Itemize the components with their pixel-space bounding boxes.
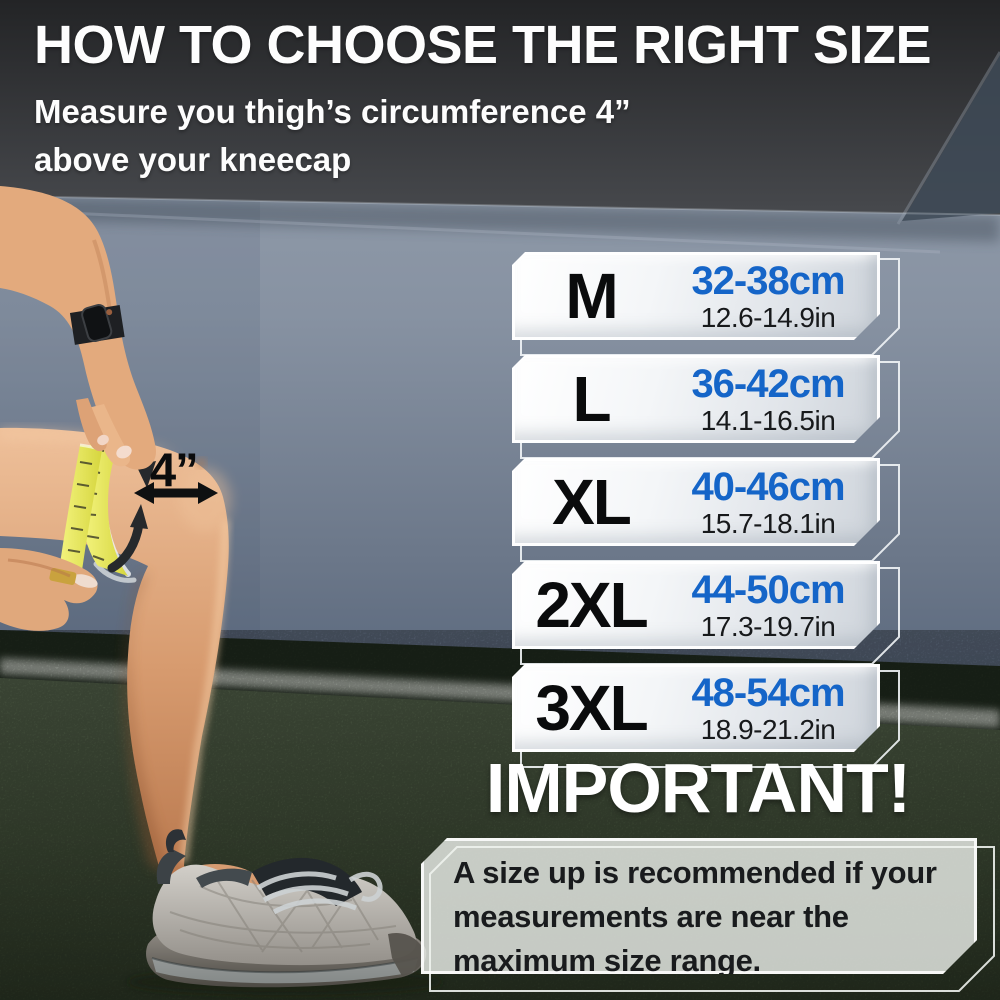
- model-hand-lower: [0, 548, 98, 631]
- size-range-cm: 40-46cm: [691, 464, 845, 509]
- size-row-m: M 32-38cm 12.6-14.9in: [512, 252, 900, 356]
- note-line-2: measurements are near the: [453, 899, 849, 934]
- size-range-in: 14.1-16.5in: [700, 404, 836, 436]
- subtitle-line-1: Measure you thigh’s circumference 4”: [34, 93, 631, 130]
- heel-tab: [156, 850, 186, 884]
- smartwatch: [69, 304, 125, 345]
- size-range-in: 15.7-18.1in: [700, 507, 836, 539]
- size-label: 2XL: [535, 569, 647, 641]
- fingernail: [72, 574, 98, 588]
- size-row-3xl: 3XL 48-54cm 18.9-21.2in: [512, 664, 900, 768]
- size-row-panel: XL 40-46cm 15.7-18.1in: [512, 458, 880, 546]
- fingernail: [116, 445, 132, 459]
- size-row-panel: 3XL 48-54cm 18.9-21.2in: [512, 664, 880, 752]
- header: HOW TO CHOOSE THE RIGHT SIZE Measure you…: [34, 14, 932, 184]
- size-range-in: 18.9-21.2in: [700, 713, 836, 745]
- tape-clasp: [49, 567, 77, 585]
- distance-arrow: [134, 482, 218, 504]
- sneaker: [127, 829, 443, 995]
- size-range-in: 17.3-19.7in: [700, 610, 836, 642]
- size-label: XL: [552, 466, 630, 538]
- size-row-2xl: 2XL 44-50cm 17.3-19.7in: [512, 561, 900, 665]
- size-label: L: [572, 363, 610, 435]
- size-row-panel: 2XL 44-50cm 17.3-19.7in: [512, 561, 880, 649]
- size-range-in: 12.6-14.9in: [700, 301, 836, 333]
- size-label: 3XL: [535, 672, 647, 744]
- header-banner: [0, 0, 1000, 254]
- header-subtitle: Measure you thigh’s circumference 4” abo…: [34, 88, 931, 184]
- size-range-cm: 36-42cm: [691, 361, 845, 406]
- size-chart: M 32-38cm 12.6-14.9in L 36-42cm 14.1-16.…: [512, 252, 902, 768]
- toe-cap: [388, 932, 425, 976]
- note-line-1: A size up is recommended if your: [453, 855, 937, 890]
- lace-panel: [252, 857, 362, 906]
- size-range-cm: 32-38cm: [691, 258, 845, 303]
- model-arm-upper: [0, 186, 156, 470]
- important-note-panel: A size up is recommended if your measure…: [421, 838, 977, 974]
- important-heading: IMPORTANT!: [485, 749, 911, 827]
- subtitle-line-2: above your kneecap: [34, 141, 352, 178]
- size-range-cm: 48-54cm: [691, 670, 845, 715]
- important-note: A size up is recommended if your measure…: [421, 838, 995, 992]
- measurement-annotation: 4”: [150, 443, 199, 496]
- laces: [256, 871, 383, 915]
- size-row-panel: M 32-38cm 12.6-14.9in: [512, 252, 880, 340]
- size-label: M: [565, 260, 617, 332]
- fingernail: [97, 434, 109, 446]
- size-range-cm: 44-50cm: [691, 567, 845, 612]
- page-title: HOW TO CHOOSE THE RIGHT SIZE: [34, 15, 932, 75]
- size-row-l: L 36-42cm 14.1-16.5in: [512, 355, 900, 459]
- size-row-xl: XL 40-46cm 15.7-18.1in: [512, 458, 900, 562]
- size-row-panel: L 36-42cm 14.1-16.5in: [512, 355, 880, 443]
